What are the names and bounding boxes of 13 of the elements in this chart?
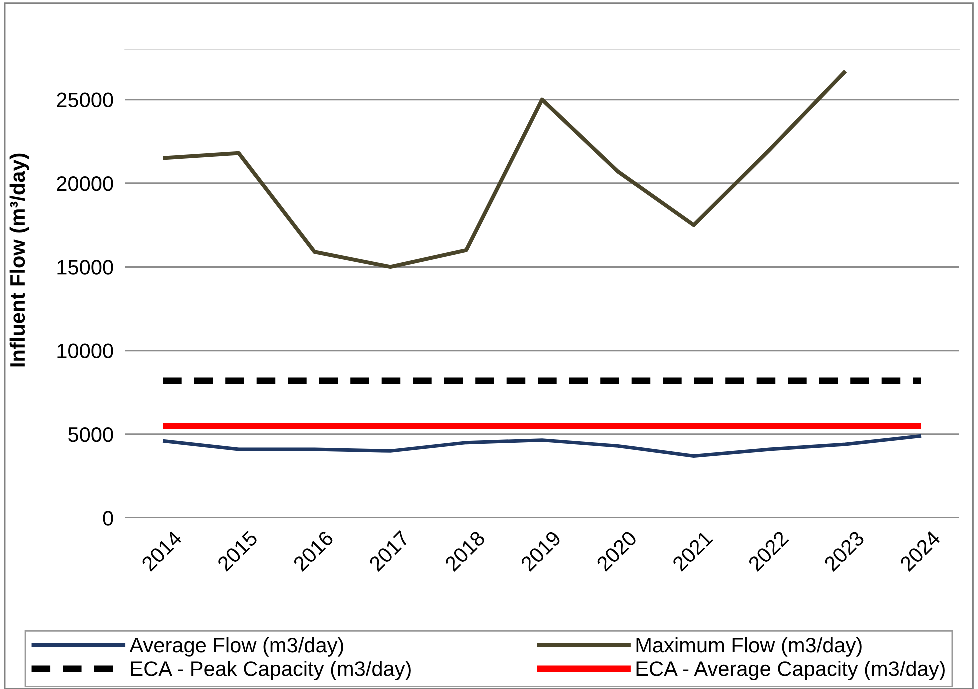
y-tick-label: 5000 <box>68 427 114 442</box>
y-tick-label: 25000 <box>57 92 114 108</box>
legend-label: Maximum Flow (m3/day) <box>636 637 862 657</box>
y-tick-label: 20000 <box>57 176 114 192</box>
line-series <box>161 434 924 458</box>
legend-label: ECA - Average Capacity (m3/day) <box>636 661 945 680</box>
legend-label: Average Flow (m3/day) <box>130 637 344 657</box>
y-tick-label: 10000 <box>58 344 114 359</box>
line-series <box>161 69 848 270</box>
y-tick-label: 0 <box>103 511 114 526</box>
y-tick-label: 15000 <box>58 260 114 275</box>
y-axis-title: Influent Flow (m³/day) <box>10 154 30 367</box>
legend-label: ECA - Peak Capacity (m3/day) <box>131 661 411 680</box>
